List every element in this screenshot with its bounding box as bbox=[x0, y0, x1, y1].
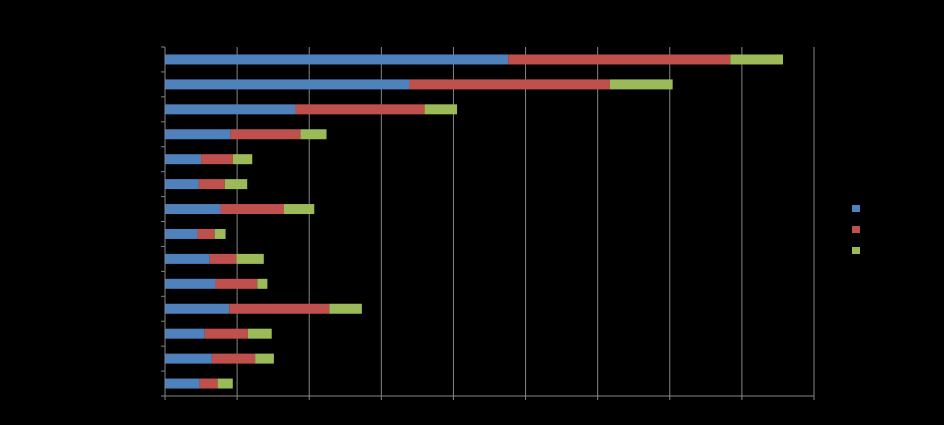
plot-area bbox=[161, 46, 815, 400]
bar-segment-series-3 bbox=[609, 79, 673, 90]
bar-segment-series-3 bbox=[283, 204, 315, 215]
bar-segment-series-1 bbox=[165, 228, 198, 239]
bar-segment-series-1 bbox=[165, 79, 410, 90]
axes bbox=[161, 46, 815, 400]
bar-segment-series-2 bbox=[201, 154, 233, 165]
bar-segment-series-3 bbox=[236, 253, 264, 264]
bar-segment-series-2 bbox=[220, 204, 284, 215]
bar-segment-series-3 bbox=[232, 154, 253, 165]
bar-segment-series-1 bbox=[165, 54, 509, 65]
bar-segment-series-2 bbox=[198, 179, 225, 190]
bar-segment-series-3 bbox=[224, 179, 248, 190]
bar-segment-series-2 bbox=[209, 253, 237, 264]
bar-segment-series-3 bbox=[300, 129, 327, 140]
bar-segment-series-2 bbox=[197, 228, 215, 239]
bar-segment-series-1 bbox=[165, 129, 231, 140]
bar-segment-series-3 bbox=[217, 378, 233, 389]
bar-segment-series-1 bbox=[165, 204, 221, 215]
bar-segment-series-1 bbox=[165, 253, 210, 264]
bar-segment-series-1 bbox=[165, 104, 296, 115]
bars bbox=[165, 54, 783, 389]
bar-segment-series-1 bbox=[165, 303, 230, 314]
bar-segment-series-2 bbox=[204, 328, 248, 339]
bar-segment-series-2 bbox=[199, 378, 218, 389]
bar-segment-series-3 bbox=[247, 328, 272, 339]
bar-segment-series-2 bbox=[215, 278, 258, 289]
bar-segment-series-3 bbox=[329, 303, 362, 314]
bar-segment-series-2 bbox=[229, 303, 330, 314]
bar-segment-series-2 bbox=[409, 79, 610, 90]
bar-segment-series-2 bbox=[211, 353, 256, 364]
bar-segment-series-3 bbox=[255, 353, 274, 364]
bar-segment-series-3 bbox=[214, 228, 226, 239]
legend bbox=[852, 205, 860, 254]
bar-segment-series-2 bbox=[230, 129, 301, 140]
bar-segment-series-1 bbox=[165, 378, 200, 389]
legend-swatch-1 bbox=[852, 205, 860, 212]
bar-segment-series-3 bbox=[730, 54, 783, 65]
legend-swatch-2 bbox=[852, 226, 860, 233]
bar-segment-series-1 bbox=[165, 353, 212, 364]
bar-segment-series-1 bbox=[165, 154, 202, 165]
legend-swatch-3 bbox=[852, 247, 860, 254]
bar-segment-series-1 bbox=[165, 278, 216, 289]
bar-segment-series-1 bbox=[165, 328, 205, 339]
bar-segment-series-3 bbox=[257, 278, 268, 289]
gridlines bbox=[236, 47, 815, 396]
bar-segment-series-1 bbox=[165, 179, 199, 190]
bar-segment-series-2 bbox=[295, 104, 425, 115]
bar-segment-series-2 bbox=[508, 54, 731, 65]
bar-segment-series-3 bbox=[424, 104, 458, 115]
